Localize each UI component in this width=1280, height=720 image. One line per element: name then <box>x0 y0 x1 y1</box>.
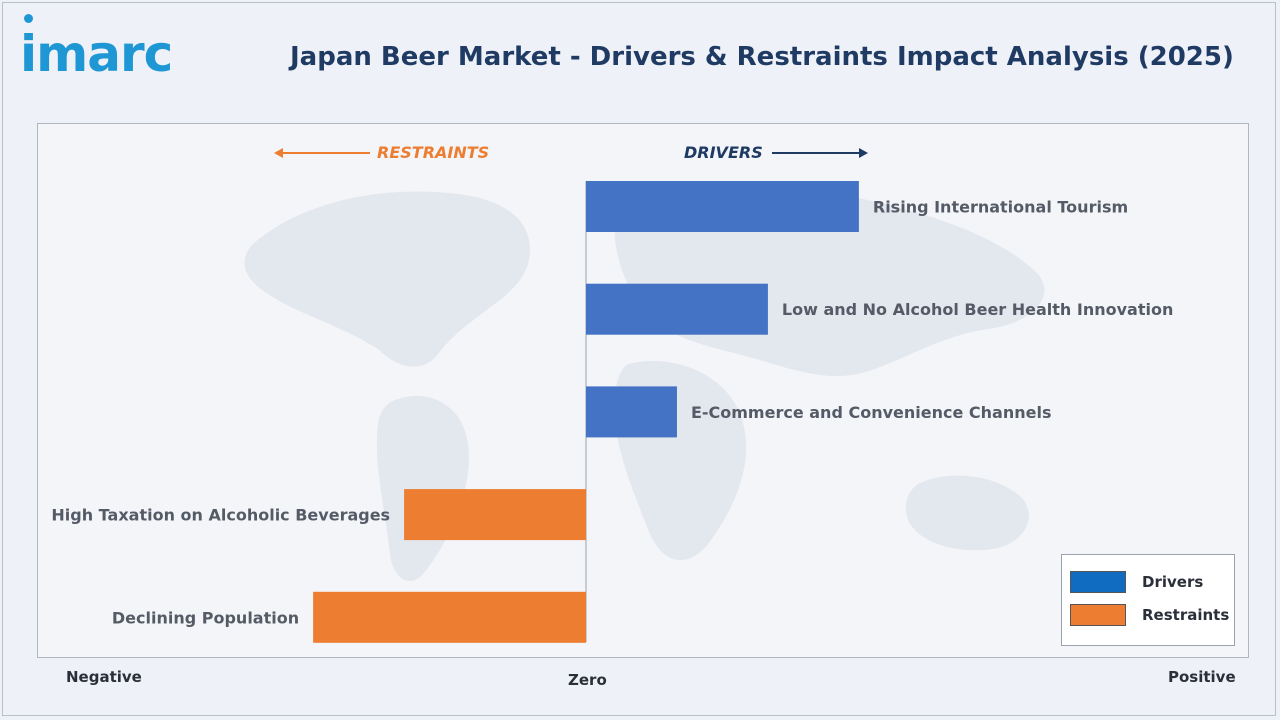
legend-item-drivers: Drivers <box>1070 570 1203 594</box>
chart-plot-area: Rising International Tourism Low and No A… <box>37 123 1249 658</box>
bar-0 <box>586 181 859 232</box>
bar-label-0: Rising International Tourism <box>873 198 1128 217</box>
legend-swatch-drivers <box>1070 571 1126 593</box>
legend-label-restraints: Restraints <box>1142 606 1230 624</box>
bar-label-2: E-Commerce and Convenience Channels <box>691 403 1052 422</box>
bar-label-1: Low and No Alcohol Beer Health Innovatio… <box>782 300 1173 319</box>
logo-dot <box>24 14 33 23</box>
axis-zero-label: Zero <box>568 671 607 689</box>
legend-swatch-restraints <box>1070 604 1126 626</box>
bar-1 <box>586 283 768 335</box>
axis-positive-label: Positive <box>1168 668 1236 686</box>
legend-label-drivers: Drivers <box>1142 573 1204 591</box>
imarc-logo: imarc <box>20 25 173 83</box>
bar-4 <box>313 591 586 643</box>
bar-label-4: Declining Population <box>112 608 299 627</box>
bar-3 <box>404 489 586 541</box>
restraints-direction-label: RESTRAINTS <box>377 143 490 162</box>
bar-2 <box>586 386 677 438</box>
bar-chart: Rising International Tourism Low and No A… <box>51 181 1173 643</box>
page-title: Japan Beer Market - Drivers & Restraints… <box>290 42 1234 72</box>
axis-negative-label: Negative <box>66 668 142 686</box>
drivers-direction-label: DRIVERS <box>684 143 763 162</box>
drivers-arrow <box>772 148 868 158</box>
bar-label-3: High Taxation on Alcoholic Beverages <box>51 506 390 525</box>
legend-item-restraints: Restraints <box>1070 603 1229 627</box>
chart-legend: Drivers Restraints <box>1061 554 1235 646</box>
restraints-arrow <box>274 148 370 158</box>
